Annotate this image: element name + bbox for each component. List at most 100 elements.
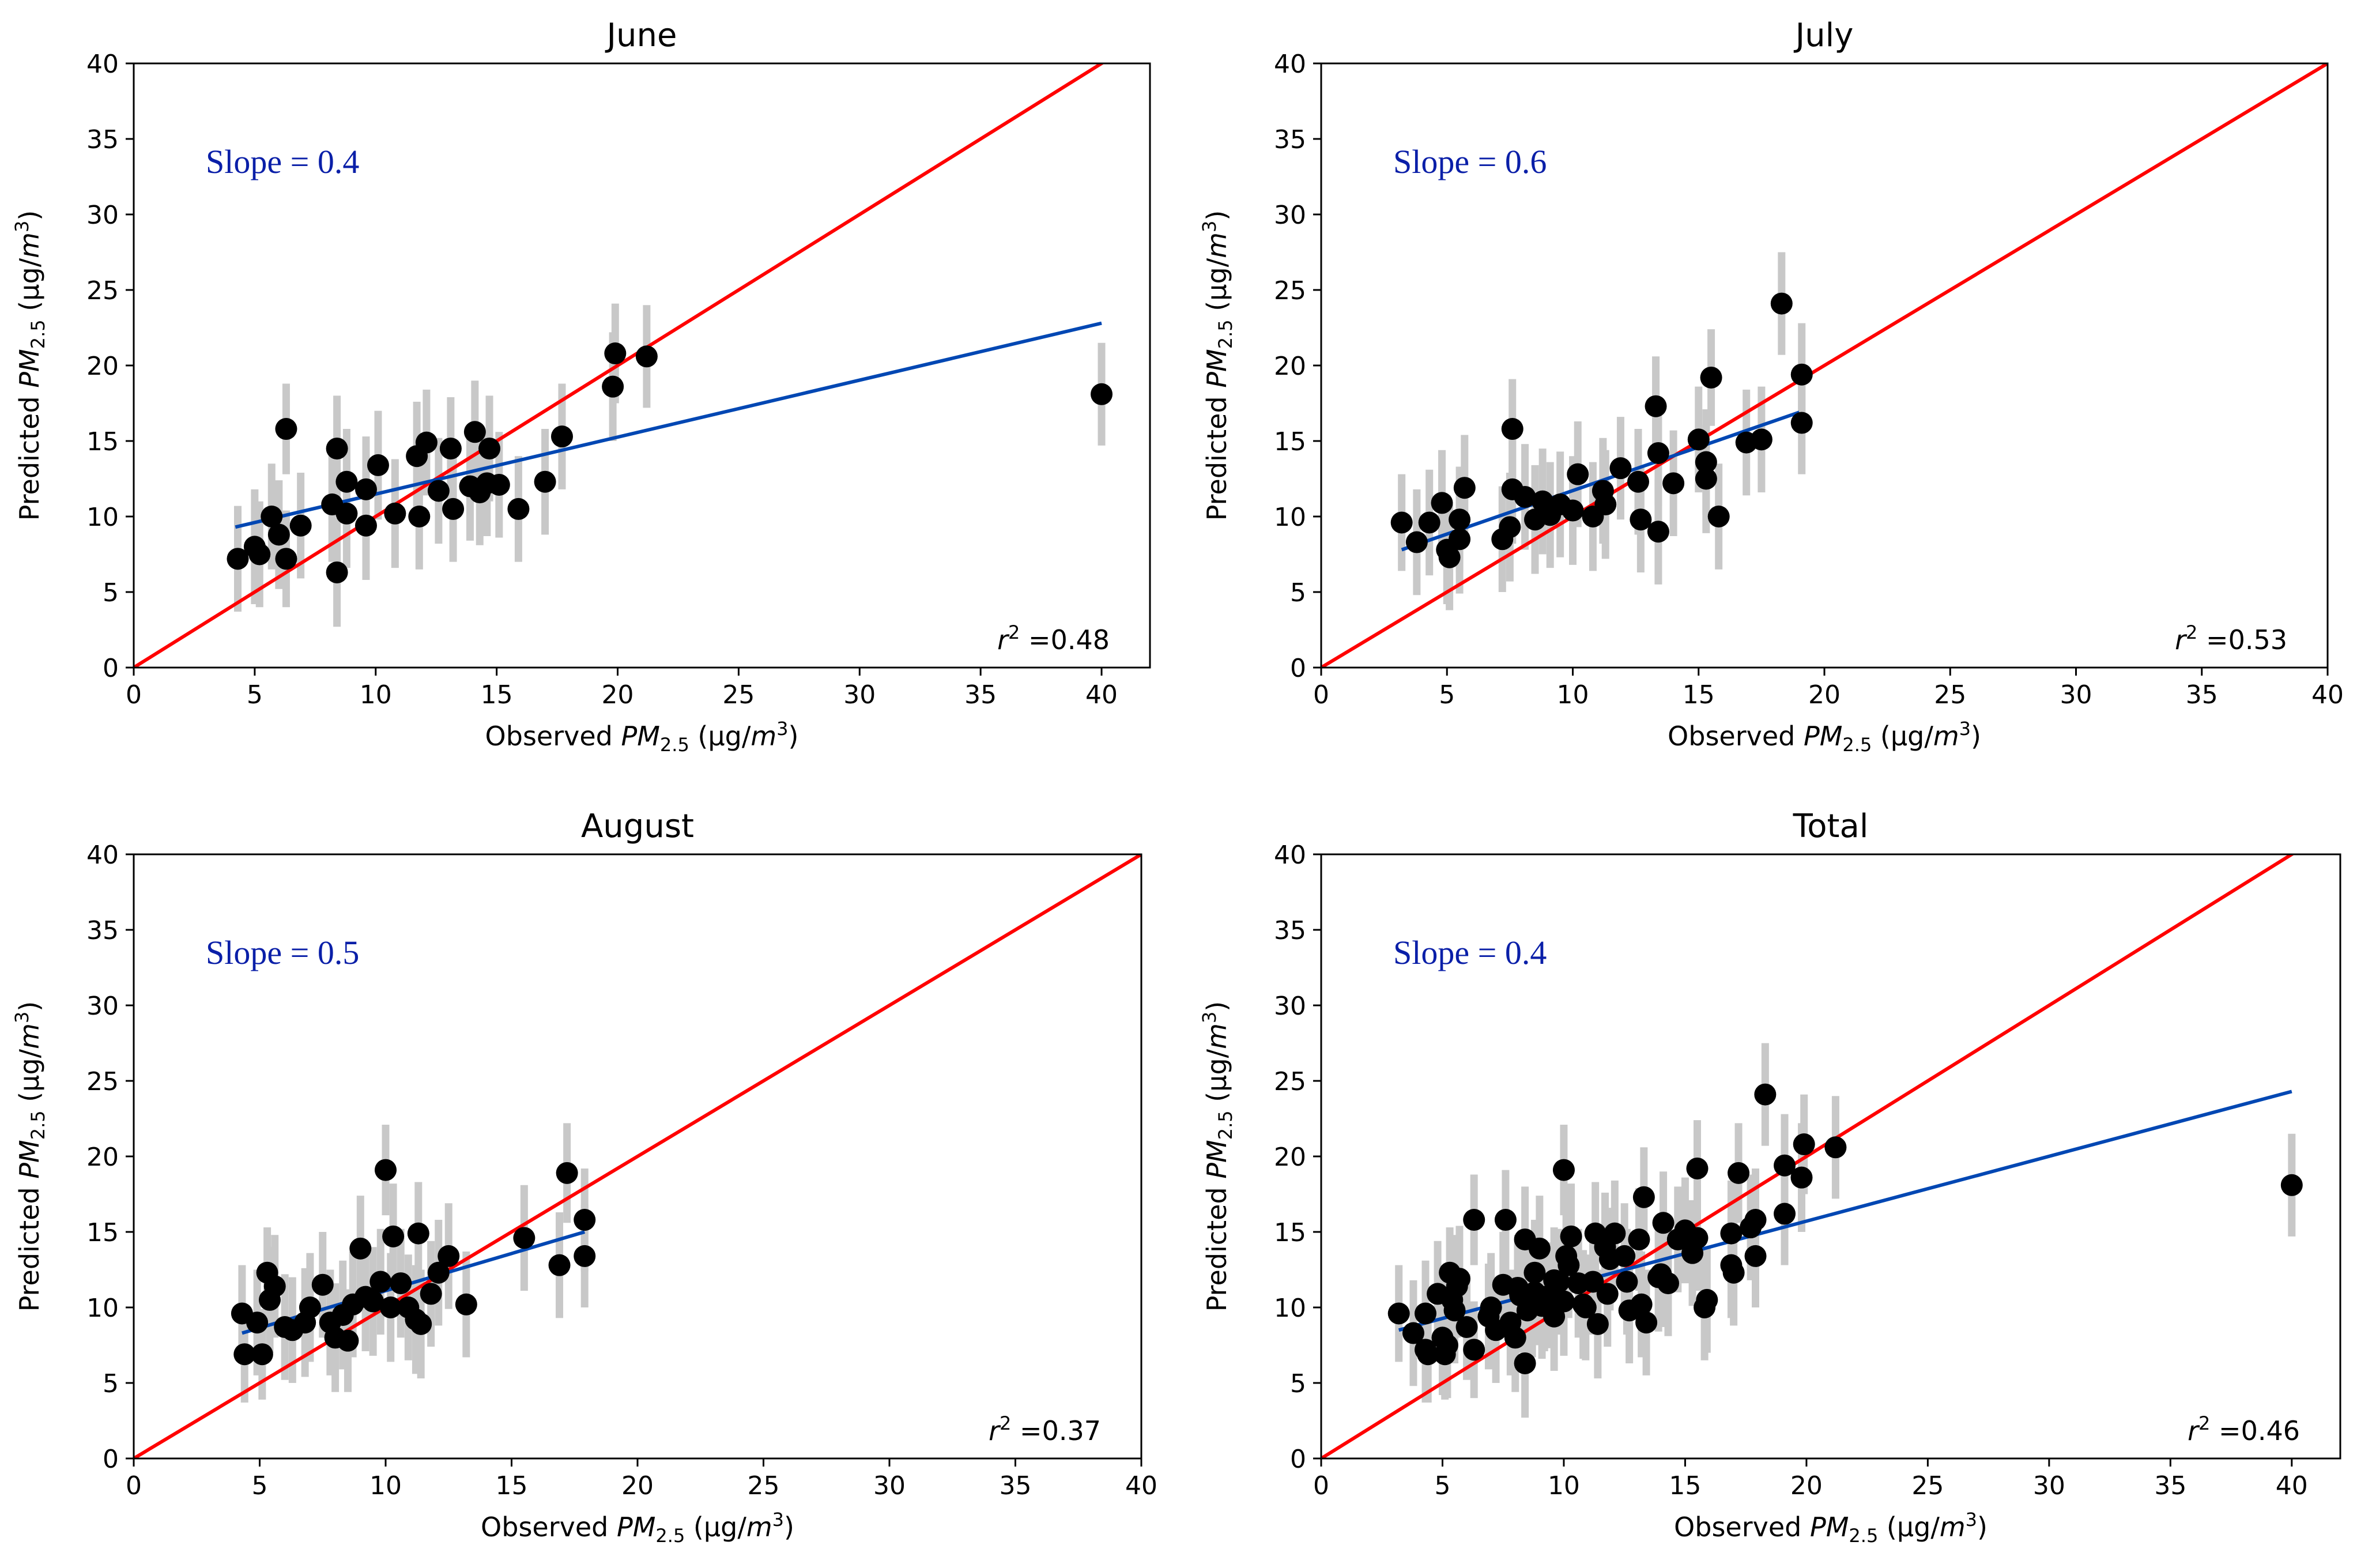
- x-tick-label: 25: [722, 680, 755, 710]
- data-point-29: [507, 497, 530, 520]
- slope-annotation: Slope = 0.4: [1393, 934, 1547, 971]
- x-tick-label: 20: [1790, 1471, 1823, 1501]
- y-tick-label: 15: [1274, 1218, 1306, 1247]
- data-point-36: [574, 1209, 596, 1231]
- x-tick-label: 40: [1085, 680, 1118, 710]
- data-point-22: [379, 1296, 402, 1318]
- data-point-16: [1463, 1339, 1485, 1361]
- data-point-42: [1557, 1254, 1580, 1276]
- y-tick-label: 0: [1290, 654, 1306, 683]
- x-tick-label: 15: [1669, 1471, 1701, 1501]
- x-tick-label: 0: [1313, 680, 1329, 710]
- y-tick-label: 25: [86, 276, 119, 306]
- data-point-37: [574, 1245, 596, 1267]
- data-point-85: [2280, 1174, 2303, 1196]
- y-axis-title: Predicted PM2.5 (μg/m3): [11, 1001, 49, 1312]
- data-point-27: [1514, 1352, 1536, 1374]
- data-point-38: [1548, 1271, 1570, 1293]
- x-tick-label: 40: [2311, 680, 2344, 710]
- data-point-27: [478, 438, 501, 460]
- y-tick-label: 5: [103, 578, 119, 608]
- data-point-32: [1528, 1237, 1551, 1260]
- data-point-54: [1613, 1245, 1636, 1267]
- data-point-77: [1744, 1209, 1767, 1231]
- plot-area: [134, 63, 1113, 668]
- data-point-36: [1750, 428, 1773, 451]
- y-tick-label: 0: [103, 654, 119, 683]
- y-tick-label: 15: [86, 427, 119, 457]
- data-point-1: [1402, 1322, 1424, 1344]
- data-point-4: [267, 523, 290, 546]
- data-point-63: [1652, 1212, 1675, 1234]
- y-axis-title: Predicted PM2.5 (μg/m3): [1198, 1001, 1236, 1312]
- data-point-18: [408, 506, 431, 527]
- y-tick-label: 5: [103, 1369, 119, 1399]
- x-tick-label: 40: [1125, 1471, 1157, 1501]
- x-tick-label: 5: [1439, 680, 1455, 710]
- x-axis-title: Observed PM2.5 (μg/m3): [1668, 718, 1981, 756]
- data-point-59: [1632, 1186, 1655, 1208]
- data-point-79: [1754, 1083, 1777, 1106]
- x-tick-label: 40: [2276, 1471, 2308, 1501]
- data-point-60: [1635, 1311, 1658, 1334]
- x-tick-label: 5: [247, 680, 263, 710]
- x-tick-label: 35: [964, 680, 997, 710]
- data-point-1: [1405, 531, 1428, 553]
- data-point-24: [390, 1272, 412, 1295]
- data-point-18: [1480, 1296, 1502, 1318]
- slope-annotation: Slope = 0.5: [206, 934, 359, 971]
- x-tick-label: 25: [1911, 1471, 1944, 1501]
- data-point-69: [1686, 1227, 1709, 1249]
- data-point-11: [335, 470, 358, 493]
- data-point-3: [1431, 492, 1453, 514]
- data-point-2: [1418, 511, 1440, 534]
- r-squared-annotation: r2 =0.48: [997, 621, 1110, 655]
- data-point-6: [263, 1275, 286, 1298]
- data-point-26: [1645, 395, 1667, 417]
- x-tick-label: 30: [873, 1471, 906, 1501]
- data-point-40: [1552, 1290, 1575, 1313]
- data-point-28: [488, 473, 510, 496]
- data-point-18: [1562, 499, 1584, 522]
- x-tick-label: 10: [360, 680, 392, 710]
- data-point-19: [1567, 463, 1589, 485]
- data-point-30: [1523, 1261, 1546, 1284]
- data-point-11: [1501, 418, 1523, 440]
- x-tick-label: 0: [126, 1471, 142, 1501]
- data-point-12: [335, 502, 358, 525]
- data-point-34: [548, 1254, 571, 1276]
- data-point-34: [635, 345, 658, 368]
- data-point-28: [410, 1313, 432, 1335]
- data-point-8: [1453, 477, 1476, 499]
- x-tick-label: 30: [2060, 680, 2092, 710]
- y-tick-label: 25: [1274, 276, 1306, 306]
- data-point-28: [1647, 521, 1669, 543]
- data-point-0: [227, 548, 249, 570]
- data-point-64: [1657, 1272, 1679, 1295]
- y-tick-label: 20: [86, 352, 119, 381]
- data-point-21: [375, 1159, 397, 1181]
- plot-area: [134, 854, 1141, 1458]
- y-tick-label: 40: [86, 50, 119, 79]
- data-point-31: [438, 1245, 460, 1267]
- data-point-74: [1722, 1261, 1745, 1284]
- data-point-2: [246, 1311, 269, 1334]
- y-tick-label: 15: [1274, 427, 1306, 457]
- data-point-15: [367, 454, 389, 476]
- y-tick-label: 5: [1290, 1369, 1306, 1399]
- x-tick-label: 5: [252, 1471, 268, 1501]
- data-point-47: [1582, 1271, 1604, 1293]
- y-tick-label: 40: [1274, 840, 1306, 870]
- x-tick-label: 15: [496, 1471, 528, 1501]
- y-tick-label: 0: [1290, 1445, 1306, 1474]
- data-point-30: [427, 1261, 450, 1284]
- data-point-17: [349, 1237, 372, 1260]
- x-tick-label: 30: [843, 680, 876, 710]
- y-axis-title: Predicted PM2.5 (μg/m3): [11, 210, 49, 521]
- data-point-0: [1387, 1302, 1410, 1325]
- data-point-2: [248, 543, 271, 566]
- x-axis-title: Observed PM2.5 (μg/m3): [481, 1509, 794, 1547]
- data-point-14: [1455, 1316, 1478, 1339]
- data-point-43: [1560, 1225, 1582, 1247]
- data-point-7: [289, 514, 312, 537]
